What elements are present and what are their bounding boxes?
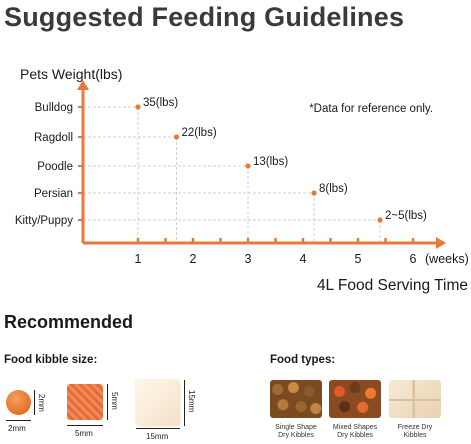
x-tick-label: 2 <box>190 252 197 266</box>
x-tick-label: 6 <box>410 252 417 266</box>
y-tick-label: Kitty/Puppy <box>15 215 73 227</box>
food-type-line1: Freeze Dry <box>397 424 433 431</box>
data-label: 2~5(lbs) <box>385 210 427 222</box>
chart-note: *Data for reference only. <box>309 103 433 115</box>
recommended-title: Recommended <box>4 312 134 332</box>
kibble-2mm-image <box>6 390 31 415</box>
data-label: 13(lbs) <box>253 156 288 168</box>
kibble-15mm-width-label: 15mm <box>146 432 169 441</box>
kibble-2mm-width-label: 2mm <box>8 424 26 433</box>
y-tick-label: Poodle <box>37 161 73 173</box>
food-type-label: Freeze Dry Kibbles <box>386 424 444 440</box>
food-type-line2: Dry Kibbles <box>278 432 314 439</box>
x-tick-label: 1 <box>135 252 142 266</box>
x-tick-label: 5 <box>355 252 362 266</box>
food-type-line1: Single Shape <box>275 424 317 431</box>
data-point <box>173 134 180 140</box>
y-axis-arrow <box>77 80 89 90</box>
food-type-label: Single Shape Dry Kibbles <box>267 424 325 440</box>
kibble-15mm-height-label: 15mm <box>187 390 196 413</box>
mixed-shapes-kibbles-image <box>329 380 381 418</box>
kibble-2mm-height-label: 2mm <box>37 394 46 412</box>
freeze-dry-kibbles-image <box>389 380 441 418</box>
y-axis-label: Pets Weight(lbs) <box>20 66 122 82</box>
data-point <box>377 217 383 223</box>
page-title: Suggested Feeding Guidelines <box>4 2 405 32</box>
x-tick-label: 4 <box>300 252 307 266</box>
kibble-2mm-height-line <box>34 390 35 415</box>
food-types-title: Food types: <box>270 354 336 366</box>
kibble-5mm-width-label: 5mm <box>75 429 93 438</box>
data-point <box>135 104 141 110</box>
data-point <box>311 190 317 196</box>
data-label: 22(lbs) <box>182 127 217 139</box>
food-type-line2: Dry Kibbles <box>337 432 373 439</box>
kibble-5mm-width-line <box>67 425 103 426</box>
y-tick-label: Ragdoll <box>34 132 73 144</box>
kibble-15mm-height-line <box>184 380 185 426</box>
x-axis-arrow <box>436 237 446 249</box>
data-point <box>245 163 251 169</box>
kibble-2mm-width-line <box>6 420 31 421</box>
data-label: 8(lbs) <box>319 183 348 195</box>
feeding-chart: Pets Weight(lbs) Kitty/Puppy Persian Poodle… <box>15 66 469 294</box>
kibble-15mm-image <box>136 380 180 426</box>
kibble-5mm-height-line <box>107 384 108 420</box>
x-tick-label: 3 <box>245 252 252 266</box>
single-shape-kibbles-image <box>270 380 322 418</box>
kibble-5mm-height-label: 5mm <box>110 392 119 410</box>
data-label: 35(lbs) <box>143 97 178 109</box>
food-type-line1: Mixed Shapes <box>332 424 378 431</box>
kibble-15mm-width-line <box>136 428 180 429</box>
y-tick-label: Bulldog <box>35 102 73 114</box>
y-tick-label: Persian <box>34 188 73 200</box>
food-type-label: Mixed Shapes Dry Kibbles <box>326 424 384 440</box>
kibble-5mm-image <box>67 384 103 420</box>
kibble-size-title: Food kibble size: <box>4 354 98 366</box>
food-type-line2: Kibbles <box>403 432 427 439</box>
x-axis-label: 4L Food Serving Time <box>317 277 468 294</box>
x-unit-label: (weeks) <box>425 252 469 266</box>
